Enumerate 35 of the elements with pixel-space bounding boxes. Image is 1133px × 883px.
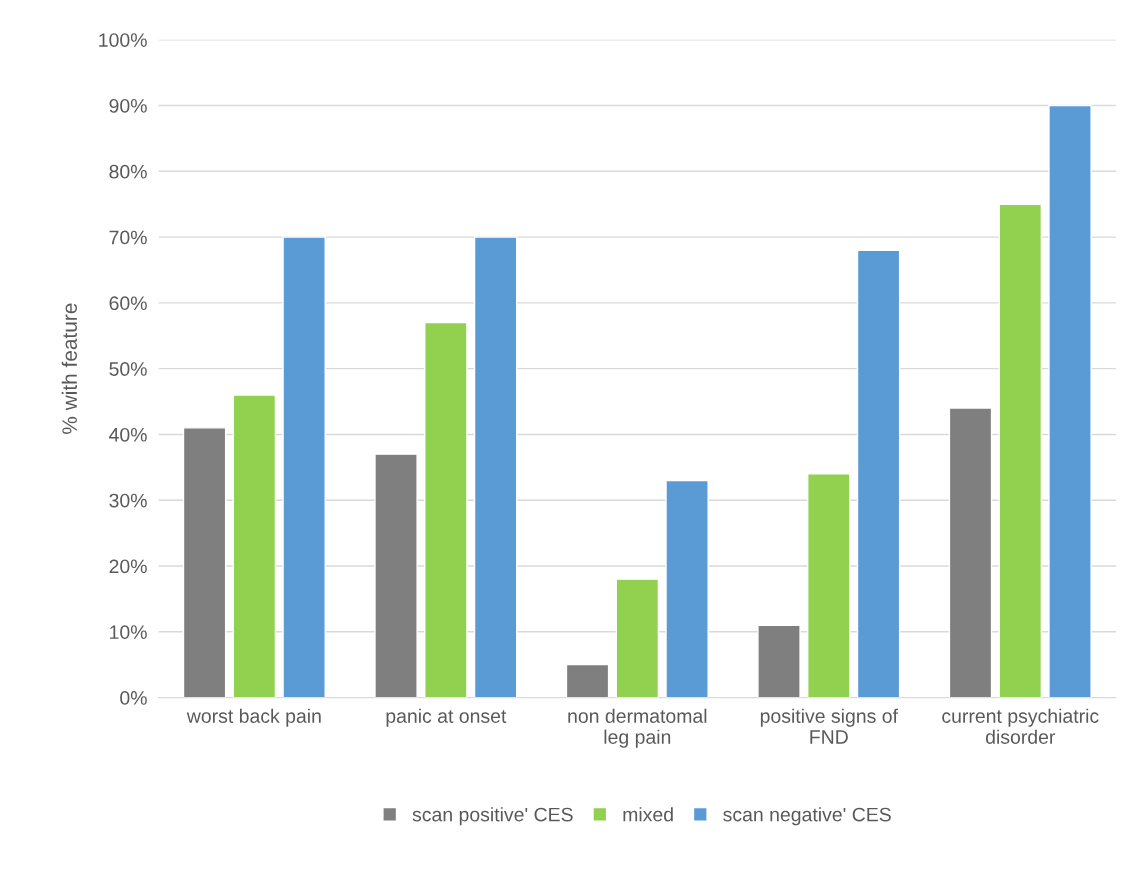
x-tick-label: current psychiatric disorder — [942, 708, 1099, 744]
bar — [182, 427, 227, 698]
bar — [565, 663, 610, 698]
y-tick-label: 100% — [99, 33, 147, 47]
bar — [473, 236, 518, 698]
bar — [1048, 104, 1092, 698]
x-tick-label: panic at onset — [386, 708, 507, 727]
bar — [424, 321, 468, 698]
y-tick-label: 50% — [109, 362, 147, 376]
bar — [757, 624, 801, 698]
legend-label: scan positive' CES — [412, 807, 573, 826]
bar — [374, 453, 418, 698]
y-tick-label: 10% — [110, 625, 147, 640]
y-tick-label: 80% — [109, 164, 147, 179]
x-tick-label: positive signs of FND — [760, 708, 898, 744]
bar — [948, 407, 993, 698]
bar — [807, 473, 851, 698]
bar — [282, 236, 326, 698]
bar — [998, 203, 1043, 698]
bar — [665, 479, 709, 698]
bar — [856, 249, 901, 698]
y-tick-label: 60% — [109, 296, 147, 311]
y-axis-title: % with feature — [61, 303, 77, 434]
legend-label: mixed — [623, 807, 673, 822]
bar — [615, 578, 660, 698]
x-tick-label: non dermatomal leg pain — [568, 708, 707, 748]
y-tick-label: 0% — [120, 691, 147, 705]
y-tick-label: 90% — [109, 98, 147, 113]
y-tick-label: 70% — [109, 230, 147, 245]
legend-label: scan negative' CES — [723, 807, 891, 826]
x-tick-label: worst back pain — [186, 708, 321, 727]
y-tick-label: 20% — [109, 559, 147, 574]
y-tick-label: 40% — [109, 427, 147, 442]
bar — [232, 394, 277, 698]
y-tick-label: 30% — [109, 493, 147, 508]
